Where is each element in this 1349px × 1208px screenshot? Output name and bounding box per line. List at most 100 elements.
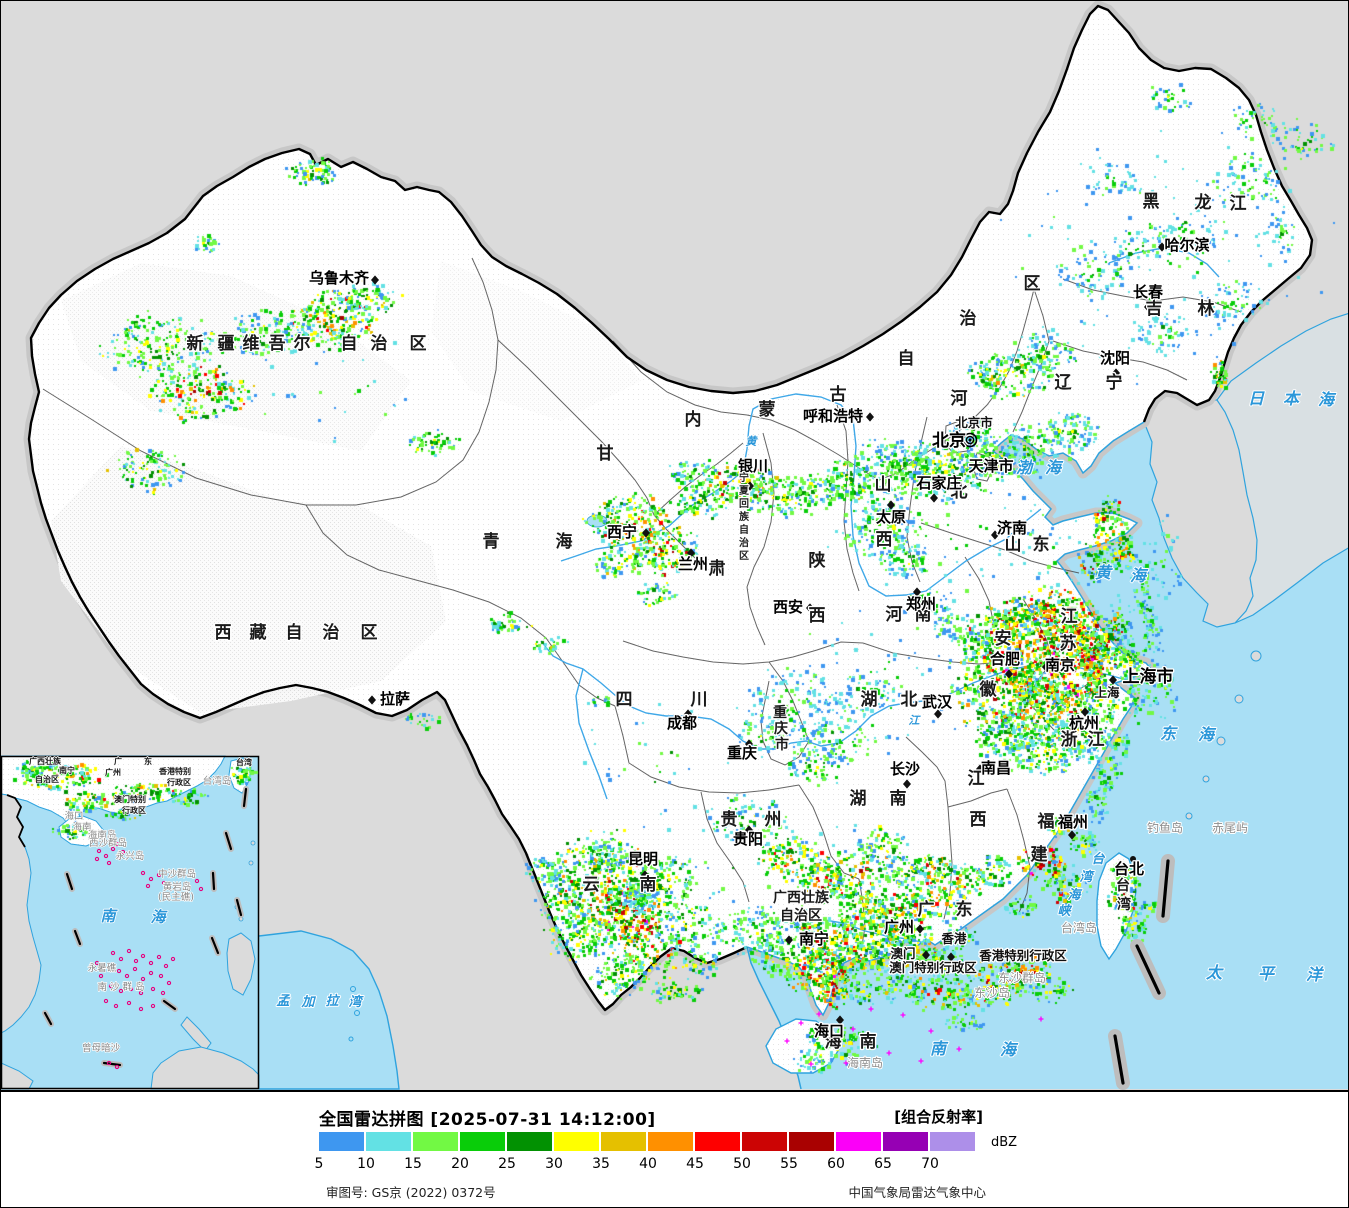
colorbar-value: 25 xyxy=(498,1156,516,1172)
map-label: 吾 xyxy=(269,334,286,354)
map-label: 族 xyxy=(739,510,750,523)
map-label: 兰州 xyxy=(678,555,708,573)
inset-label: 西沙群岛 xyxy=(89,837,127,849)
map-label: 河 xyxy=(886,605,903,625)
colorbar-cell-55 xyxy=(789,1132,834,1151)
inset-island-mark xyxy=(161,880,167,886)
inset-label: 广西壮族 xyxy=(29,756,62,766)
map-label: 福 xyxy=(1037,811,1055,832)
map-label: 沈阳 xyxy=(1100,349,1130,367)
colorbar-value: 30 xyxy=(545,1156,563,1172)
city-marker xyxy=(642,528,650,538)
inset-label: 香港特别 xyxy=(158,766,191,776)
strong-echo-mark xyxy=(816,1011,822,1017)
inset-label: 海南岛 xyxy=(88,829,117,841)
map-label: 疆 xyxy=(218,334,235,354)
inset-island-mark xyxy=(108,983,114,989)
inset-label: 自治区 xyxy=(35,774,59,784)
map-label: 自 xyxy=(898,348,915,369)
inset-island-mark xyxy=(158,973,164,979)
map-label: 自 xyxy=(341,333,358,354)
inset-island-mark xyxy=(148,876,154,882)
map-label: 北京 xyxy=(932,430,966,451)
city-marker xyxy=(930,493,938,503)
strong-echo-mark xyxy=(798,1020,804,1026)
capital-marker xyxy=(968,438,972,442)
reflectivity-colorbar xyxy=(319,1132,977,1151)
map-label: 西 xyxy=(876,530,893,550)
map-label: 东沙岛 xyxy=(974,985,1010,1000)
city-marker xyxy=(745,825,753,835)
map-label: 海 xyxy=(556,531,573,552)
map-label: 自 xyxy=(739,523,749,536)
map-label: 苏 xyxy=(1060,633,1077,654)
map-label: 银川 xyxy=(738,457,768,475)
colorbar-value: 70 xyxy=(921,1156,939,1172)
colorbar-cell-65 xyxy=(883,1132,928,1151)
inset-island-mark xyxy=(94,960,100,966)
inset-label: 海南 xyxy=(72,821,91,833)
map-label: 北京市 xyxy=(955,415,993,430)
inset-island-mark xyxy=(116,854,122,860)
city-marker xyxy=(1068,830,1076,840)
map-label: 湖 xyxy=(861,690,878,710)
map-label: 云 xyxy=(583,875,600,895)
strong-echo-mark xyxy=(918,1058,924,1064)
map-label: 西 xyxy=(215,623,232,643)
legend-panel: 全国雷达拼图 [2025-07-31 14:12:00] [组合反射率] dBZ… xyxy=(1,1090,1348,1207)
colorbar-value: 50 xyxy=(733,1156,751,1172)
city-marker xyxy=(1109,675,1117,685)
map-label: 上海 xyxy=(1094,685,1120,700)
city-marker xyxy=(745,739,753,749)
map-label: 日 xyxy=(1248,389,1265,408)
map-label: 山 xyxy=(875,475,892,495)
map-label: 武汉 xyxy=(922,693,953,711)
map-label: 南宁 xyxy=(799,930,829,948)
inset-island-mark xyxy=(103,853,109,859)
strong-echo-mark xyxy=(1038,1016,1044,1022)
map-label: 南 xyxy=(860,1031,877,1052)
inset-island-mark xyxy=(132,966,138,972)
map-labels-overlay: 黑龙江吉 林辽 宁内 蒙古自治区新疆维吾尔自治区甘肃青 海西藏自治区四 川陕西山西河北山东… xyxy=(28,191,1338,1090)
colorbar-cell-10 xyxy=(366,1132,411,1151)
inset-island-mark xyxy=(94,856,100,862)
map-label: 江 xyxy=(1088,730,1105,750)
map-label: 海 xyxy=(825,1031,842,1052)
inset-island-mark xyxy=(110,846,116,852)
map-label: 钓鱼岛 xyxy=(1147,820,1183,835)
map-label: 长沙 xyxy=(890,760,920,778)
map-label: 区 xyxy=(361,623,378,643)
capital-marker xyxy=(962,432,978,448)
map-label: 海南岛 xyxy=(847,1055,883,1070)
inset-island-mark xyxy=(118,988,124,994)
map-label: 西 xyxy=(809,606,826,626)
inset-island-mark xyxy=(148,960,154,966)
map-label: 内 xyxy=(685,409,702,430)
inset-island-mark xyxy=(116,968,122,974)
inset-island-mark xyxy=(124,973,130,979)
map-label: 南 xyxy=(640,874,657,895)
strong-echo-mark xyxy=(784,1038,790,1044)
city-marker xyxy=(913,587,921,597)
city-marker xyxy=(836,1015,844,1025)
city-marker xyxy=(1081,707,1089,717)
inset-island-mark xyxy=(170,956,176,962)
inset-island-mark xyxy=(120,849,126,855)
map-label: 郑州 xyxy=(906,595,936,613)
nine-dash-segment xyxy=(1135,944,1161,995)
map-label: 林 xyxy=(1198,298,1215,319)
map-label: 台湾岛 xyxy=(1061,920,1097,935)
map-label: 庆 xyxy=(774,720,788,737)
map-label: 海 xyxy=(1067,887,1082,903)
colorbar-value: 55 xyxy=(780,1156,798,1172)
map-label: 浙 xyxy=(1061,729,1078,750)
map-label: 赤尾屿 xyxy=(1212,821,1248,835)
inset-island-mark xyxy=(113,1003,119,1009)
colorbar-cell-15 xyxy=(413,1132,458,1151)
city-marker xyxy=(1112,368,1120,378)
map-label: 西宁 xyxy=(607,523,637,541)
inset-label: 南 沙 群 岛 xyxy=(97,981,144,993)
city-marker xyxy=(684,709,692,719)
city-marker xyxy=(806,603,814,613)
colorbar-cell-5 xyxy=(319,1132,364,1151)
